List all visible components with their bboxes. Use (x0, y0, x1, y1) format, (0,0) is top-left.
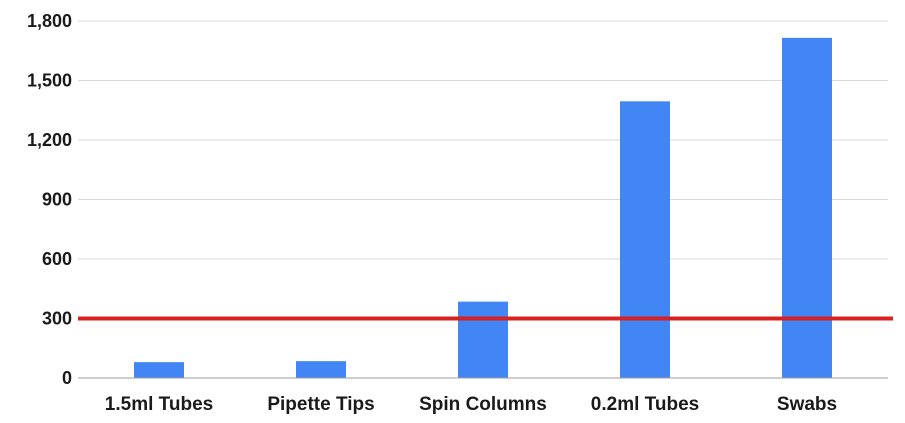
bar-1-5ml-tubes (134, 362, 184, 378)
x-category-label: Pipette Tips (267, 394, 374, 415)
gridlines (78, 20, 888, 319)
y-tick-label: 900 (42, 190, 72, 210)
bar-0-2ml-tubes (620, 101, 670, 378)
y-tick-label: 1,500 (27, 71, 72, 91)
y-axis-ticks: 0 300 600 900 1,200 1,500 1,800 (27, 11, 72, 388)
bars (134, 37, 832, 378)
y-tick-label: 0 (62, 368, 72, 388)
x-axis-categories: 1.5ml Tubes Pipette Tips Spin Columns 0.2ml… (105, 394, 837, 415)
x-category-label: 0.2ml Tubes (591, 394, 699, 415)
bar-pipette-tips (296, 361, 346, 378)
y-tick-label: 300 (42, 309, 72, 329)
x-category-label: Swabs (777, 394, 837, 415)
x-category-label: Spin Columns (419, 394, 547, 415)
bar-swabs (782, 37, 832, 378)
y-tick-label: 600 (42, 249, 72, 269)
bar-spin-columns (458, 301, 508, 378)
y-tick-label: 1,200 (27, 130, 72, 150)
x-category-label: 1.5ml Tubes (105, 394, 213, 415)
y-tick-label: 1,800 (27, 11, 72, 31)
